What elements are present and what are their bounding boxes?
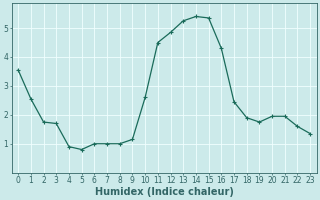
X-axis label: Humidex (Indice chaleur): Humidex (Indice chaleur)	[95, 187, 234, 197]
